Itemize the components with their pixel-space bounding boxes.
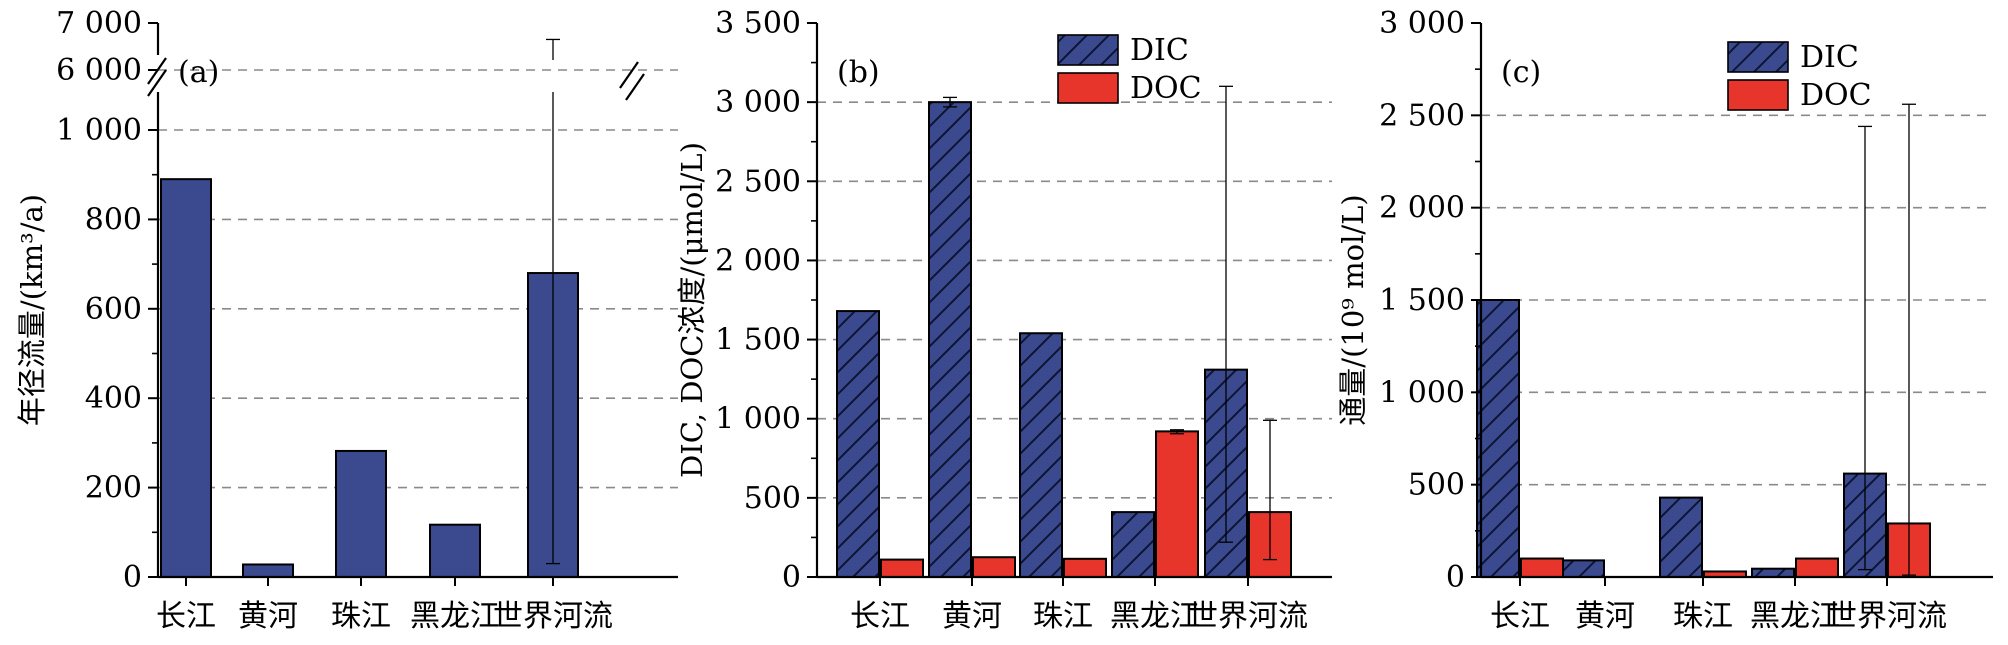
y-tick-label: 2 000 <box>715 243 801 278</box>
legend-label-doc: DOC <box>1130 71 1202 106</box>
x-category-label: 世界河流 <box>1188 599 1308 634</box>
y-tick-label: 1 000 <box>1379 375 1465 410</box>
panel-label: (a) <box>178 55 219 90</box>
panel-c-chart: 0 500 1 000 1 500 2 000 2 500 3 000 长江 黄河 珠江 黑龙江世界… <box>1336 6 1993 634</box>
x-category-label: 珠江 <box>1673 599 1733 634</box>
x-category-label: 黑龙江 <box>1110 599 1200 634</box>
x-category-label: 世界河流 <box>493 599 613 634</box>
y-tick-label: 1 000 <box>56 113 142 148</box>
x-category-label: 长江 <box>850 599 910 634</box>
y-axis-title: DIC, DOC浓度/(μmol/L) <box>675 142 709 478</box>
y-tick-label: 1 000 <box>715 402 801 437</box>
bar-doc <box>1795 557 1839 578</box>
y-tick-label: 6 000 <box>56 53 142 88</box>
bar-flow <box>242 563 294 579</box>
legend-label-dic: DIC <box>1130 33 1189 68</box>
y-tick-label: 200 <box>85 471 142 506</box>
y-tick-label: 800 <box>85 202 142 237</box>
x-category-label: 长江 <box>1490 599 1550 634</box>
bar-dic <box>1561 559 1605 579</box>
y-tick-label: 400 <box>85 381 142 416</box>
bar-dic <box>836 310 880 578</box>
legend-swatch-doc <box>1727 79 1789 111</box>
y-tick-label: 2 500 <box>1379 98 1465 133</box>
bar-flow <box>335 449 387 579</box>
bar-dic <box>1111 511 1155 578</box>
x-category-label: 世界河流 <box>1827 599 1947 634</box>
y-tick-label: 2 000 <box>1379 191 1465 226</box>
panel-label: (c) <box>1501 55 1541 90</box>
y-axis-title: 通量/(10⁹ mol/L) <box>1336 194 1370 425</box>
y-tick-label: 1 500 <box>1379 283 1465 318</box>
y-tick-label: 0 <box>1446 560 1465 595</box>
bar-doc <box>1520 557 1564 578</box>
y-tick-label: 600 <box>85 292 142 327</box>
x-category-label: 长江 <box>156 599 216 634</box>
x-category-label: 黑龙江 <box>410 599 500 634</box>
bar-doc <box>972 556 1016 579</box>
axis-break-mark <box>147 69 167 97</box>
legend-swatch-dic <box>1057 34 1119 66</box>
panel-b-chart: 0 500 1 000 1 500 2 000 2 500 3 000 3 500 长江 黄河 珠江… <box>675 6 1332 634</box>
bar-dic <box>1476 299 1520 578</box>
y-tick-label: 3 000 <box>715 85 801 120</box>
axis-break-mark <box>619 61 639 89</box>
legend-label-doc: DOC <box>1800 78 1872 113</box>
bar-doc <box>1155 430 1199 578</box>
bar-dic <box>928 101 972 579</box>
bar-doc <box>880 558 924 578</box>
panel-label: (b) <box>837 55 880 90</box>
y-tick-label: 1 500 <box>715 323 801 358</box>
bar-dic <box>1659 496 1703 578</box>
y-axis-title: 年径流量/(km³/a) <box>15 194 49 426</box>
y-tick-label: 3 500 <box>715 6 801 41</box>
bar-flow <box>160 178 212 578</box>
y-tick-label: 500 <box>744 481 801 516</box>
y-tick-label: 500 <box>1408 468 1465 503</box>
bar-dic <box>1019 332 1063 578</box>
legend-swatch-dic <box>1727 41 1789 73</box>
bar-doc <box>1063 557 1107 578</box>
y-tick-label: 3 000 <box>1379 6 1465 41</box>
axis-break-mark <box>625 73 645 101</box>
bar-dic <box>1751 567 1795 579</box>
x-category-label: 黄河 <box>942 599 1002 634</box>
x-category-label: 黑龙江 <box>1750 599 1840 634</box>
x-category-label: 珠江 <box>331 599 391 634</box>
y-tick-label: 7 000 <box>56 6 142 41</box>
legend-label-dic: DIC <box>1800 40 1859 75</box>
legend-swatch-doc <box>1057 72 1119 104</box>
y-tick-label: 0 <box>782 560 801 595</box>
y-tick-label: 0 <box>123 560 142 595</box>
x-category-label: 珠江 <box>1033 599 1093 634</box>
x-category-label: 黄河 <box>1575 599 1635 634</box>
x-category-label: 黄河 <box>238 599 298 634</box>
bar-flow <box>429 523 481 578</box>
y-tick-label: 2 500 <box>715 164 801 199</box>
panel-a-chart: 0 200 400 600 800 1 000 6 000 7 000 长江 黄河 珠江 黑龙江世界河… <box>15 6 678 634</box>
